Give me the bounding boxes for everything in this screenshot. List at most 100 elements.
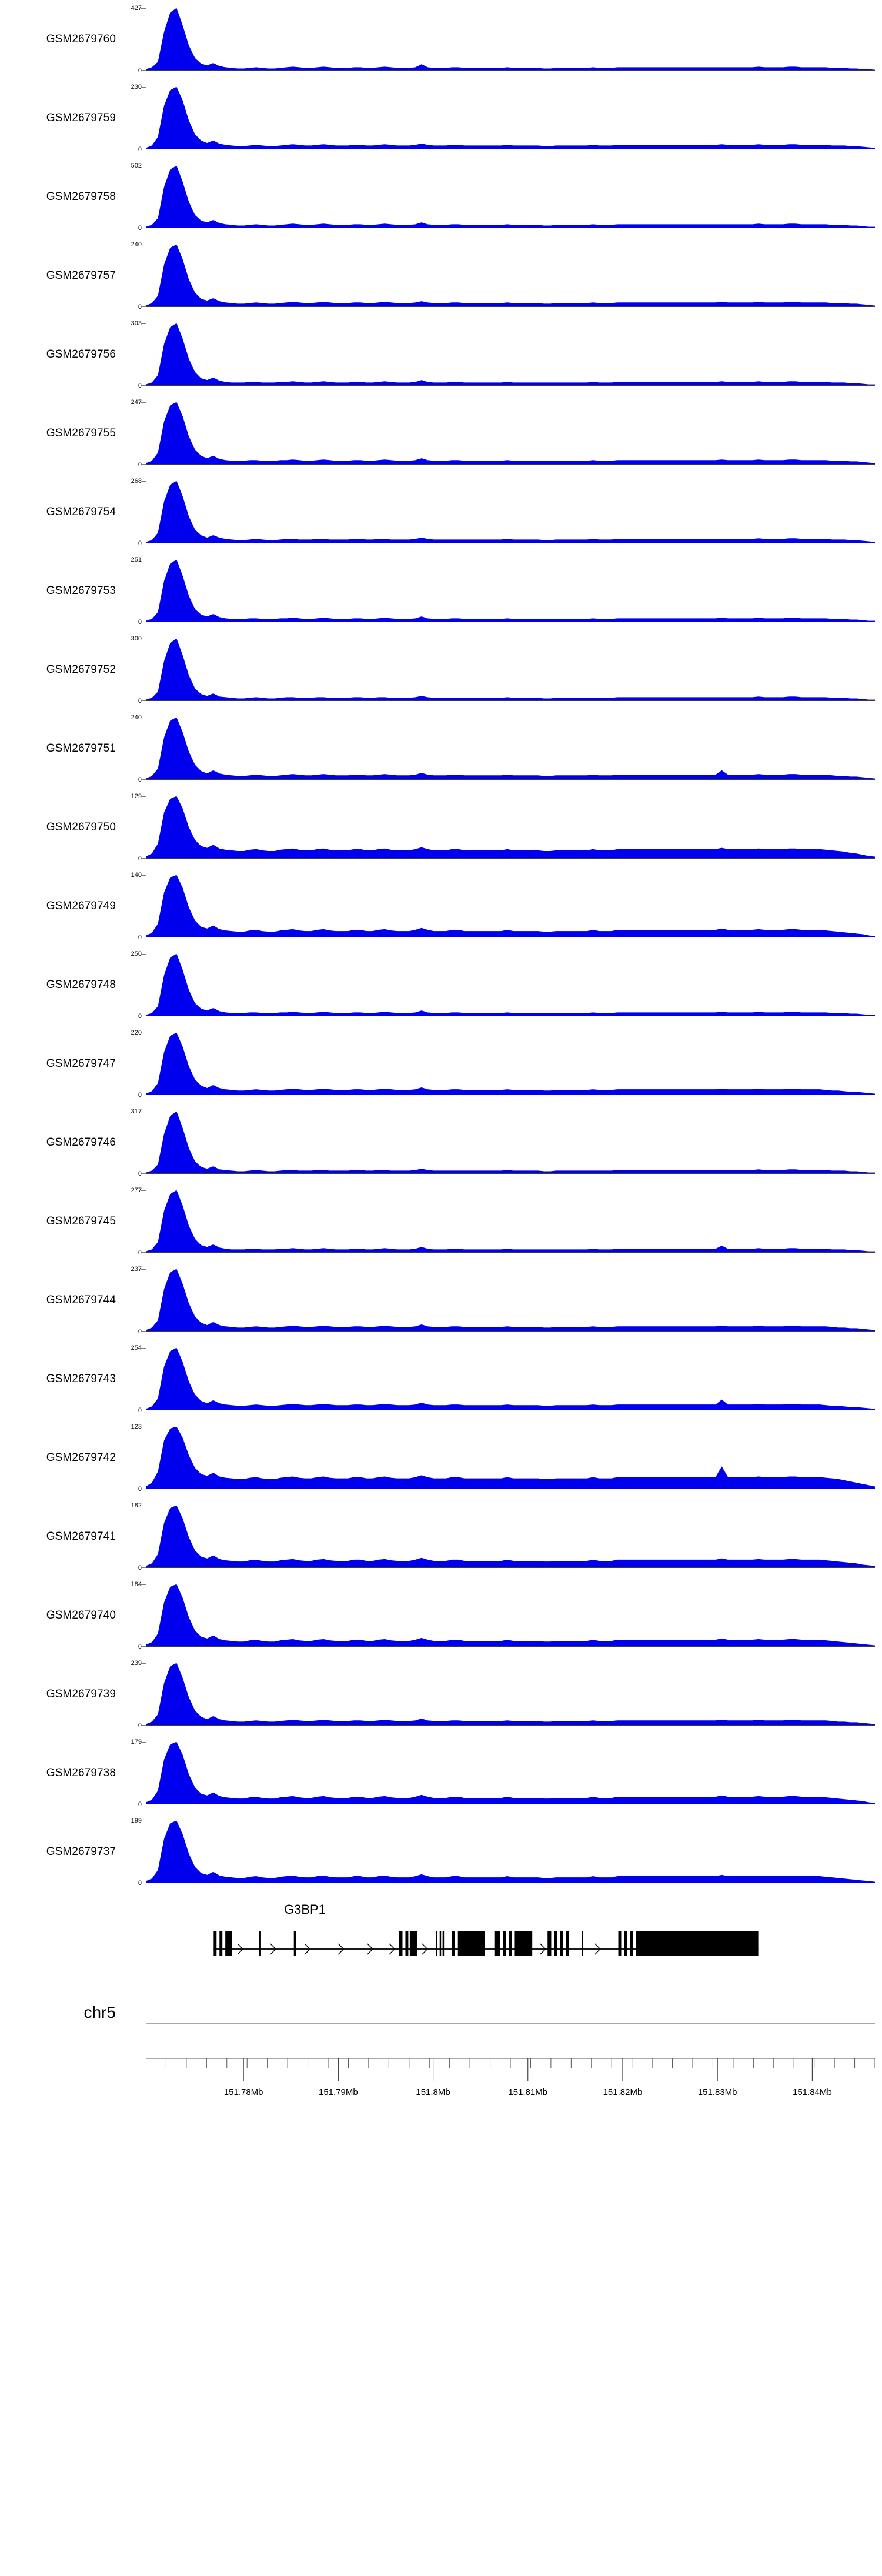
track-axis-tick-bottom <box>141 1567 146 1568</box>
chromosome-axis: chr5 151.78Mb 151.79Mb 151.8Mb 151.81Mb 151.… <box>0 1986 882 2121</box>
track-axis-max: 277 <box>131 1187 142 1194</box>
track-axis-min: 0 <box>138 382 142 389</box>
track-axis-tick-top <box>141 1190 146 1191</box>
coverage-track[interactable]: GSM2679739 239 0 <box>0 1655 882 1734</box>
coverage-track[interactable]: GSM2679751 240 0 <box>0 709 882 788</box>
coverage-area-svg <box>146 796 875 859</box>
coverage-track[interactable]: GSM2679757 240 0 <box>0 236 882 315</box>
track-plot[interactable]: 240 0 <box>131 715 875 783</box>
coverage-track[interactable]: GSM2679746 317 0 <box>0 1103 882 1182</box>
coverage-track[interactable]: GSM2679749 140 0 <box>0 867 882 946</box>
track-axis-tick-top <box>141 1269 146 1270</box>
track-plot[interactable]: 182 0 <box>131 1503 875 1571</box>
track-baseline <box>146 779 875 780</box>
axis-ruler[interactable]: 151.78Mb 151.79Mb 151.8Mb 151.81Mb 151.82Mb 1… <box>146 1989 875 2107</box>
track-plot[interactable]: 220 0 <box>131 1030 875 1099</box>
track-plot[interactable]: 129 0 <box>131 793 875 862</box>
track-axis-max: 254 <box>131 1344 142 1352</box>
track-plot[interactable]: 237 0 <box>131 1266 875 1335</box>
track-plot[interactable]: 303 0 <box>131 321 875 389</box>
coverage-area-svg <box>146 1269 875 1332</box>
track-plot[interactable]: 268 0 <box>131 478 875 547</box>
track-axis-tick-top <box>141 1663 146 1664</box>
coverage-area-svg <box>146 1348 875 1410</box>
track-axis-max: 502 <box>131 162 142 169</box>
track-plot[interactable]: 427 0 <box>131 5 875 74</box>
track-plot[interactable]: 230 0 <box>131 84 875 153</box>
track-plot[interactable]: 250 0 <box>131 951 875 1020</box>
track-axis-tick-bottom <box>141 700 146 701</box>
track-sample-label: GSM2679745 <box>46 1215 116 1227</box>
coverage-track[interactable]: GSM2679758 502 0 <box>0 158 882 236</box>
track-plot[interactable]: 317 0 <box>131 1109 875 1177</box>
coverage-track[interactable]: GSM2679750 129 0 <box>0 788 882 867</box>
svg-text:151.78Mb: 151.78Mb <box>224 2087 263 2097</box>
track-axis-min: 0 <box>138 1801 142 1808</box>
svg-text:151.84Mb: 151.84Mb <box>793 2087 832 2097</box>
track-sample-label: GSM2679746 <box>46 1136 116 1149</box>
track-baseline <box>146 1725 875 1726</box>
coverage-area-svg <box>146 87 875 149</box>
track-plot[interactable]: 277 0 <box>131 1187 875 1256</box>
track-axis-max: 251 <box>131 556 142 563</box>
track-axis-tick-bottom <box>141 306 146 307</box>
track-axis-tick-bottom <box>141 70 146 71</box>
track-plot[interactable]: 184 0 <box>131 1581 875 1650</box>
svg-text:151.82Mb: 151.82Mb <box>603 2087 643 2097</box>
track-axis-min: 0 <box>138 1643 142 1650</box>
track-axis-min: 0 <box>138 540 142 547</box>
coverage-area-svg <box>146 166 875 228</box>
track-axis-max: 129 <box>131 793 142 800</box>
gene-structure[interactable] <box>146 1922 875 1966</box>
track-plot[interactable]: 251 0 <box>131 557 875 626</box>
track-axis-max: 239 <box>131 1660 142 1667</box>
track-plot[interactable]: 140 0 <box>131 872 875 941</box>
track-axis-min: 0 <box>138 225 142 232</box>
track-plot[interactable]: 239 0 <box>131 1660 875 1729</box>
track-sample-label: GSM2679754 <box>46 506 116 518</box>
track-axis-max: 123 <box>131 1423 142 1430</box>
track-axis-tick-top <box>141 323 146 324</box>
coverage-track[interactable]: GSM2679738 179 0 <box>0 1734 882 1813</box>
coverage-track[interactable]: GSM2679752 300 0 <box>0 630 882 709</box>
track-axis-tick-top <box>141 1348 146 1349</box>
track-axis-tick-top <box>141 954 146 955</box>
track-plot[interactable]: 123 0 <box>131 1424 875 1493</box>
track-axis-max: 303 <box>131 320 142 327</box>
track-axis-min: 0 <box>138 1880 142 1887</box>
axis-ruler-svg: 151.78Mb 151.79Mb 151.8Mb 151.81Mb 151.82Mb 1… <box>146 2023 875 2097</box>
coverage-track[interactable]: GSM2679760 427 0 <box>0 0 882 79</box>
coverage-track[interactable]: GSM2679759 230 0 <box>0 79 882 158</box>
track-axis-max: 184 <box>131 1581 142 1588</box>
track-plot[interactable]: 300 0 <box>131 636 875 705</box>
coverage-track[interactable]: GSM2679744 237 0 <box>0 1261 882 1340</box>
track-sample-label: GSM2679758 <box>46 191 116 203</box>
track-plot[interactable]: 247 0 <box>131 399 875 468</box>
coverage-track[interactable]: GSM2679745 277 0 <box>0 1182 882 1261</box>
coverage-track[interactable]: GSM2679755 247 0 <box>0 394 882 473</box>
track-plot[interactable]: 254 0 <box>131 1345 875 1414</box>
track-plot[interactable]: 502 0 <box>131 163 875 232</box>
coverage-area-svg <box>146 323 875 386</box>
track-plot[interactable]: 240 0 <box>131 242 875 311</box>
coverage-track[interactable]: GSM2679754 268 0 <box>0 473 882 552</box>
coverage-track[interactable]: GSM2679747 220 0 <box>0 1025 882 1103</box>
track-axis-max: 240 <box>131 714 142 721</box>
track-sample-label: GSM2679760 <box>46 33 116 45</box>
coverage-track[interactable]: GSM2679753 251 0 <box>0 552 882 630</box>
coverage-track[interactable]: GSM2679740 184 0 <box>0 1576 882 1655</box>
coverage-track[interactable]: GSM2679737 199 0 <box>0 1813 882 1891</box>
coverage-track[interactable]: GSM2679742 123 0 <box>0 1419 882 1497</box>
track-plot[interactable]: 199 0 <box>131 1818 875 1887</box>
track-axis-tick-top <box>141 481 146 482</box>
coverage-track[interactable]: GSM2679743 254 0 <box>0 1340 882 1419</box>
track-plot[interactable]: 179 0 <box>131 1739 875 1808</box>
coverage-track[interactable]: GSM2679748 250 0 <box>0 946 882 1025</box>
track-axis-min: 0 <box>138 461 142 468</box>
track-axis-min: 0 <box>138 1407 142 1414</box>
track-baseline <box>146 306 875 307</box>
coverage-track[interactable]: GSM2679756 303 0 <box>0 315 882 394</box>
coverage-track[interactable]: GSM2679741 182 0 <box>0 1497 882 1576</box>
coverage-area-svg <box>146 1112 875 1174</box>
track-axis-min: 0 <box>138 67 142 74</box>
